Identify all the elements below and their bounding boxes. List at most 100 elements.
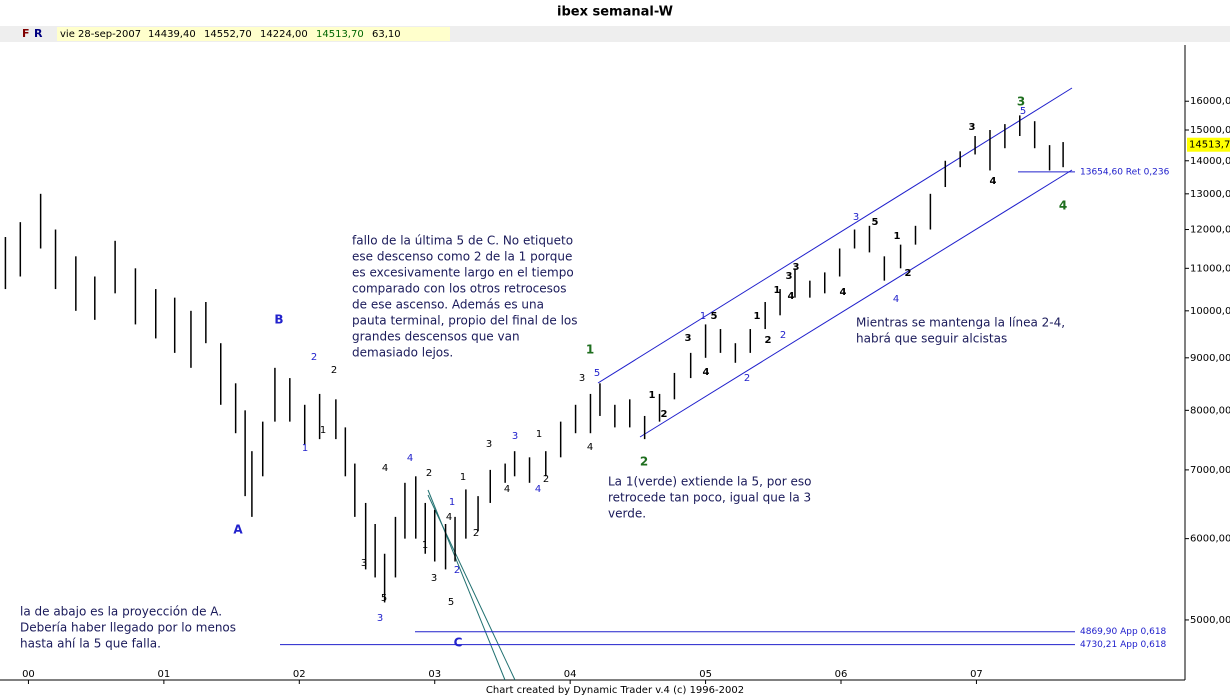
wave-label: 1: [536, 429, 542, 440]
wave-label: 5: [711, 311, 718, 322]
wave-label: 1: [754, 311, 761, 322]
annotation: Mientras se mantenga la línea 2-4,: [856, 316, 1065, 330]
annotation: ese descenso como 2 de la 1 porque: [352, 250, 572, 264]
wave-label: 1: [449, 497, 455, 508]
button[interactable]: F: [22, 27, 30, 40]
y-tick-label: 14000,00: [1190, 156, 1230, 167]
wave-label: 4: [990, 176, 997, 187]
annotation: hasta ahí la 5 que falla.: [20, 637, 161, 651]
level-label: 4869,90 App 0,618: [1080, 627, 1167, 637]
wave-label: 3: [361, 558, 367, 569]
x-tick-label: 01: [158, 669, 171, 680]
wave-label: 1: [700, 311, 706, 322]
wave-label: 3: [853, 212, 859, 223]
wave-label: 3: [579, 373, 585, 384]
wave-label: 4: [535, 484, 541, 495]
wave-label: 4: [382, 463, 388, 474]
wave-label: 4: [788, 291, 795, 302]
level-label: 4730,21 App 0,618: [1080, 640, 1167, 650]
wave-label: 4: [893, 294, 899, 305]
annotation: fallo de la última 5 de C. No etiqueto: [352, 234, 573, 248]
annotation: verde.: [608, 507, 646, 521]
wave-label: 2: [426, 468, 432, 479]
wave-label: 1: [649, 390, 656, 401]
channel-line: [639, 169, 1073, 438]
y-tick-label: 13000,00: [1190, 189, 1230, 200]
annotation: Debería haber llegado por lo menos: [20, 621, 236, 635]
wave-label: 1: [302, 443, 308, 454]
x-tick-label: 05: [699, 669, 712, 680]
wave-label: A: [233, 523, 243, 537]
wave-label: 5: [381, 593, 387, 604]
wave-label: 3: [431, 573, 437, 584]
wave-label: B: [274, 313, 283, 327]
annotation: comparado con los otros retrocesos: [352, 282, 566, 296]
header-date: vie 28-sep-2007: [60, 29, 141, 40]
wave-label: 2: [905, 268, 912, 279]
y-tick-label: 10000,00: [1190, 306, 1230, 317]
y-tick-label: 11000,00: [1190, 263, 1230, 274]
wave-label: 5: [448, 597, 454, 608]
header-field: 63,10: [372, 29, 401, 40]
chart-title: ibex semanal-W: [557, 5, 673, 20]
level-label: 13654,60 Ret 0,236: [1080, 167, 1170, 177]
wave-label: 4: [703, 367, 710, 378]
channel-line: [597, 87, 1073, 384]
header-field: 14513,70: [316, 29, 364, 40]
wave-label: 2: [543, 474, 549, 485]
wave-label: 3: [486, 439, 492, 450]
wave-label: 4: [587, 442, 593, 453]
wave-label: 1: [422, 540, 428, 551]
annotation: es excesivamente largo en el tiempo: [352, 266, 574, 280]
wave-label: 4: [504, 484, 510, 495]
y-tick-label: 5000,00: [1190, 615, 1230, 626]
y-tick-label: 6000,00: [1190, 534, 1230, 545]
wave-label: C: [454, 636, 463, 650]
y-tick-label: 12000,00: [1190, 225, 1230, 236]
price-tag: [1187, 137, 1230, 152]
button[interactable]: R: [34, 27, 43, 40]
header-field: 14224,00: [260, 29, 308, 40]
info-box: [57, 27, 450, 41]
annotation: habrá que seguir alcistas: [856, 332, 1007, 346]
x-tick-label: 04: [564, 669, 577, 680]
y-tick-label: 7000,00: [1190, 465, 1230, 476]
trend-line: [427, 494, 516, 681]
wave-label: 3: [969, 122, 976, 133]
wave-label: 5: [1020, 106, 1026, 117]
wave-label: 2: [661, 409, 668, 420]
annotation: retrocede tan poco, igual que la 3: [608, 491, 811, 505]
wave-label: 1: [774, 285, 781, 296]
wave-label: 2: [454, 565, 460, 576]
x-tick-label: 03: [428, 669, 441, 680]
y-tick-label: 9000,00: [1190, 353, 1230, 364]
y-tick-label: 16000,00: [1190, 96, 1230, 107]
wave-label: 2: [780, 330, 786, 341]
wave-label: 1: [586, 343, 594, 357]
footer: Chart created by Dynamic Trader v.4 (c) …: [486, 685, 744, 696]
wave-label: 3: [512, 431, 518, 442]
wave-label: 2: [473, 528, 479, 539]
wave-label: 3: [685, 333, 692, 344]
header-field: 14552,70: [204, 29, 252, 40]
wave-label: 3: [1017, 95, 1025, 109]
wave-label: 4: [840, 287, 847, 298]
wave-label: 2: [311, 352, 317, 363]
annotation: pauta terminal, propio del final de los: [352, 314, 578, 328]
annotation: grandes descensos que van: [352, 330, 520, 344]
wave-label: 5: [594, 368, 600, 379]
wave-label: 5: [872, 217, 879, 228]
wave-label: 3: [377, 613, 383, 624]
x-tick-label: 07: [970, 669, 983, 680]
x-tick-label: 06: [835, 669, 848, 680]
wave-label: 2: [744, 373, 750, 384]
wave-label: 4: [1059, 199, 1067, 213]
x-tick-label: 02: [293, 669, 306, 680]
wave-label: 1: [460, 472, 466, 483]
wave-label: 4: [407, 453, 413, 464]
annotation: la de abajo es la proyección de A.: [20, 605, 222, 619]
annotation: de ese ascenso. Además es una: [352, 298, 544, 312]
header-field: 14439,40: [148, 29, 196, 40]
